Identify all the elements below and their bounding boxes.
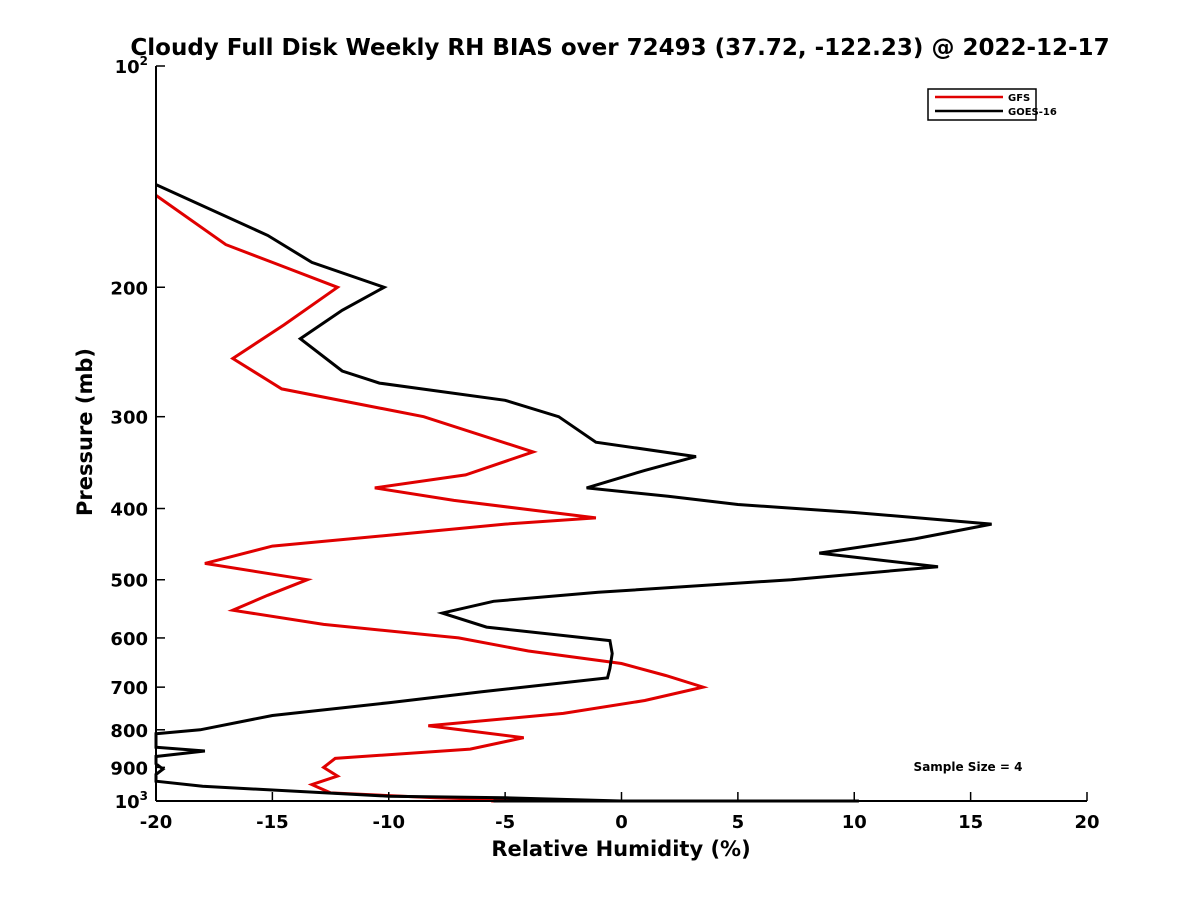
y-tick-label: 103	[115, 789, 148, 813]
legend-box	[927, 88, 1037, 121]
plot-area: -20 -15 -10 -5 0 5 10 15 20 102 200 300 400 500 600 70…	[110, 54, 1099, 833]
series-layer	[154, 183, 992, 803]
y-tick-label: 400	[110, 500, 148, 521]
legend: GFS GOES-16	[927, 88, 1057, 121]
y-tick-label: 700	[110, 678, 148, 699]
series-line-goes-16	[154, 183, 992, 803]
y-tick-label: 102	[115, 54, 148, 78]
y-axis-label: Pressure (mb)	[73, 348, 97, 516]
x-tick-label: 0	[615, 812, 628, 833]
x-tick-label: 20	[1074, 812, 1099, 833]
y-tick-label: 800	[110, 721, 148, 742]
x-tick-label: -15	[256, 812, 289, 833]
x-ticks: -20 -15 -10 -5 0 5 10 15 20	[140, 792, 1100, 833]
x-tick-label: 15	[958, 812, 983, 833]
sample-size-annotation: Sample Size = 4	[914, 760, 1023, 774]
x-axis-label: Relative Humidity (%)	[491, 837, 750, 861]
y-tick-label: 200	[110, 278, 148, 299]
y-tick-label: 900	[110, 758, 148, 779]
y-tick-label: 300	[110, 408, 148, 429]
x-tick-label: -10	[372, 812, 405, 833]
x-tick-label: -20	[140, 812, 173, 833]
y-ticks: 102 200 300 400 500 600 700 800 900 103	[110, 54, 165, 813]
x-tick-label: 10	[842, 812, 867, 833]
x-tick-label: -5	[495, 812, 515, 833]
legend-label-gfs: GFS	[1008, 93, 1030, 104]
y-tick-label: 600	[110, 629, 148, 650]
legend-label-goes16: GOES-16	[1008, 107, 1057, 118]
series-line-gfs	[155, 194, 709, 803]
x-tick-label: 5	[732, 812, 745, 833]
chart-title: Cloudy Full Disk Weekly RH BIAS over 724…	[130, 35, 1109, 61]
y-tick-label: 500	[110, 571, 148, 592]
